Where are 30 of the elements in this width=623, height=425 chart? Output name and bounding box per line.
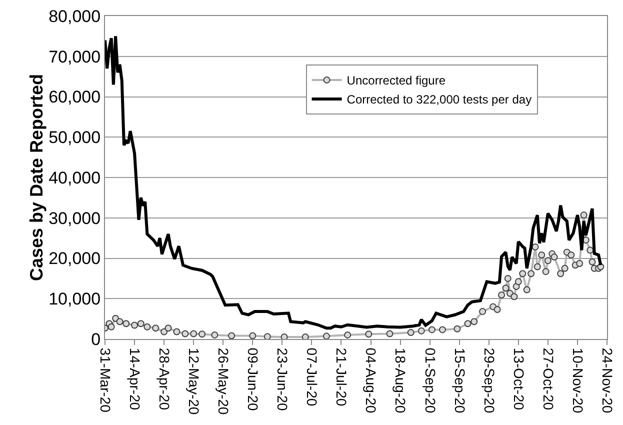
y-axis-title: Cases by Date Reported (26, 74, 47, 282)
y-tick-label: 10,000 (48, 290, 101, 309)
y-tick-label: 20,000 (48, 249, 101, 268)
y-tick-label: 70,000 (48, 47, 101, 66)
x-tick-label: 23-Jun-20 (274, 348, 291, 412)
x-tick-label: 04-Aug-20 (363, 348, 380, 414)
x-tick-label: 01-Sep-20 (422, 348, 438, 414)
y-tick-label: 0 (91, 330, 101, 349)
x-tick-label: 24-Nov-20 (599, 348, 616, 414)
legend-label: Corrected to 322,000 tests per day (346, 92, 532, 107)
x-tick-label: 14-Apr-20 (126, 348, 143, 410)
y-tick-label: 50,000 (48, 128, 101, 148)
x-tick-label: 18-Aug-20 (392, 348, 409, 414)
y-tick-label: 80,000 (48, 6, 101, 26)
x-tick-label: 09-Jun-20 (245, 348, 262, 412)
x-tick-label: 10-Nov-20 (570, 348, 586, 414)
y-tick-label: 60,000 (48, 88, 101, 107)
y-tick-label: 30,000 (48, 208, 101, 228)
x-tick-label: 07-Jul-20 (304, 348, 320, 406)
x-tick-label: 12-May-20 (186, 348, 202, 415)
x-tick-label: 21-Jul-20 (334, 348, 350, 406)
x-tick-label: 26-May-20 (216, 348, 232, 415)
x-tick-label: 27-Oct-20 (540, 348, 556, 410)
x-tick-label: 31-Mar-20 (97, 348, 114, 413)
legend-label: Uncorrected figure (346, 74, 446, 88)
x-tick-label: 28-Apr-20 (156, 348, 173, 410)
x-tick-label: 13-Oct-20 (510, 348, 527, 410)
x-tick-label: 29-Sep-20 (481, 348, 498, 414)
y-tick-label: 40,000 (48, 168, 101, 188)
x-tick-label: 15-Sep-20 (452, 348, 468, 414)
